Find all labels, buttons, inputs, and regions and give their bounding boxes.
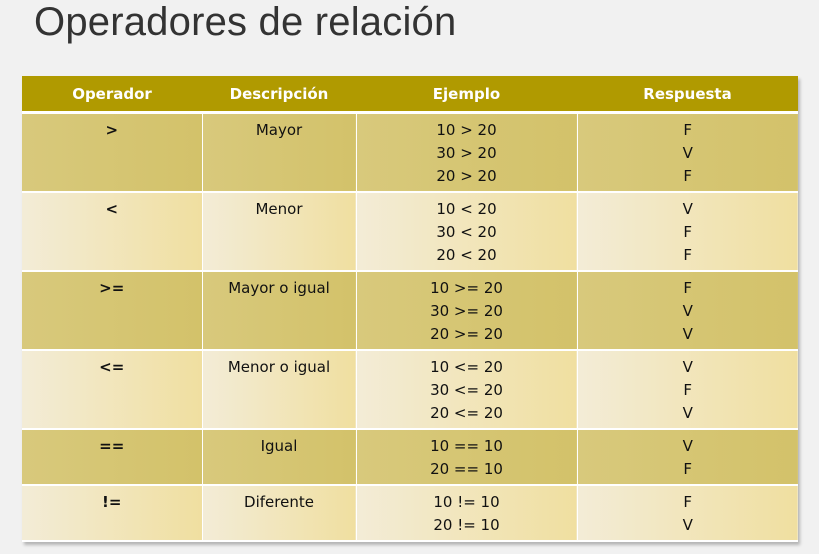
answer-value: F [683,279,693,297]
answer-value: V [682,404,693,422]
cell-ejemplo: 10 != 10 20 != 10 [356,485,578,542]
example-expression: 10 < 20 [436,200,497,218]
example-expression: 10 == 10 [430,437,503,455]
answer-value: V [682,200,693,218]
cell-descripcion: Mayor o igual [202,271,357,351]
cell-ejemplo: 10 <= 20 30 <= 20 20 <= 20 [356,350,578,430]
column-header-operador: Operador [22,76,202,114]
example-expression: 20 <= 20 [430,404,503,422]
example-expression: 30 <= 20 [430,381,503,399]
answer-value: F [683,246,693,264]
answer-value: V [682,437,693,455]
relational-operators-table: Operador Descripción Ejemplo Respuesta >… [22,76,798,542]
answer-value: V [682,358,693,376]
example-expression: 20 < 20 [436,246,497,264]
answer-value: V [682,144,693,162]
cell-ejemplo: 10 > 20 30 > 20 20 > 20 [356,112,578,193]
cell-ejemplo: 10 < 20 30 < 20 20 < 20 [356,192,578,272]
table-row: == Igual 10 == 10 20 == 10 V F [22,429,798,486]
cell-operador: >= [22,271,203,351]
table-row: != Diferente 10 != 10 20 != 10 F V [22,485,798,542]
answer-value: F [683,493,693,511]
answer-value: F [683,121,693,139]
table-row: >= Mayor o igual 10 >= 20 30 >= 20 20 >= 20 F… [22,271,798,351]
example-expression: 30 > 20 [436,144,497,162]
answer-value: V [682,325,693,343]
answer-value: F [683,381,693,399]
example-expression: 30 < 20 [436,223,497,241]
example-expression: 10 >= 20 [430,279,503,297]
table-row: <= Menor o igual 10 <= 20 30 <= 20 20 <= 20 V… [22,350,798,430]
example-expression: 30 >= 20 [430,302,503,320]
operator-symbol: >= [99,279,125,297]
example-expression: 20 == 10 [430,460,503,478]
cell-descripcion: Mayor [202,112,357,193]
column-header-descripcion: Descripción [202,76,356,114]
example-expression: 20 > 20 [436,167,497,185]
example-expression: 20 >= 20 [430,325,503,343]
column-header-ejemplo: Ejemplo [356,76,577,114]
answer-value: V [682,516,693,534]
answer-value: F [683,460,693,478]
cell-ejemplo: 10 == 10 20 == 10 [356,429,578,486]
cell-operador: < [22,192,203,272]
operator-symbol: < [105,200,119,218]
answer-value: V [682,302,693,320]
example-expression: 10 != 10 [433,493,500,511]
table-row: < Menor 10 < 20 30 < 20 20 < 20 V F F [22,192,798,272]
example-expression: 10 <= 20 [430,358,503,376]
operator-symbol: > [105,121,119,139]
cell-descripcion: Menor o igual [202,350,357,430]
cell-operador: == [22,429,203,486]
cell-ejemplo: 10 >= 20 30 >= 20 20 >= 20 [356,271,578,351]
cell-operador: <= [22,350,203,430]
table-header-row: Operador Descripción Ejemplo Respuesta [22,76,798,114]
example-expression: 20 != 10 [433,516,500,534]
operator-symbol: == [99,437,125,455]
operator-symbol: <= [99,358,125,376]
answer-value: F [683,223,693,241]
cell-descripcion: Igual [202,429,357,486]
cell-operador: > [22,112,203,193]
example-expression: 10 > 20 [436,121,497,139]
column-header-respuesta: Respuesta [577,76,798,114]
cell-operador: != [22,485,203,542]
cell-descripcion: Menor [202,192,357,272]
operator-symbol: != [102,493,122,511]
page-title: Operadores de relación [34,0,457,44]
table-row: > Mayor 10 > 20 30 > 20 20 > 20 F V F [22,112,798,193]
answer-value: F [683,167,693,185]
cell-descripcion: Diferente [202,485,357,542]
